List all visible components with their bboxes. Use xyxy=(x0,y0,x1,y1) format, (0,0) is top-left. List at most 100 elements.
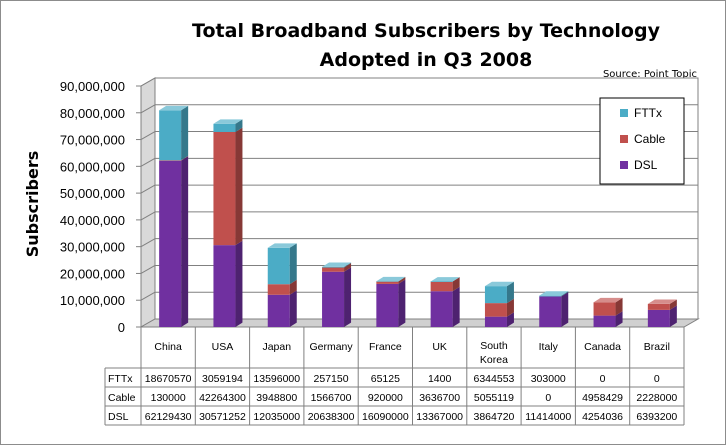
bar-dsl-japan xyxy=(267,290,297,327)
y-tick-label: 40,000,000 xyxy=(60,213,125,228)
table-cell: 16090000 xyxy=(362,411,409,423)
bar-side xyxy=(669,305,677,327)
bar-side xyxy=(344,267,352,327)
table-cell: 257150 xyxy=(314,373,349,385)
legend-label-fttx: FTTx xyxy=(634,106,662,120)
table-cell: 30571252 xyxy=(199,411,246,423)
bar-front xyxy=(267,247,290,285)
bar-fttx-japan xyxy=(267,243,297,285)
bar-fttx-italy xyxy=(539,291,569,297)
y-axis-label: Subscribers xyxy=(23,151,42,257)
table-cell: 13367000 xyxy=(416,411,463,423)
category-label: USA xyxy=(212,341,234,353)
table-cell: 6344553 xyxy=(474,373,515,385)
y-tick-label: 80,000,000 xyxy=(60,106,125,121)
legend-label-cable: Cable xyxy=(634,132,666,146)
chart-title-line-1: Total Broadband Subscribers by Technolog… xyxy=(192,20,661,42)
category-label: France xyxy=(369,341,402,353)
y-tick-label: 10,000,000 xyxy=(60,293,125,308)
bar-side xyxy=(452,286,460,327)
table-cell: 62129430 xyxy=(145,411,192,423)
table-row-label-cable: Cable xyxy=(108,392,136,404)
bar-side xyxy=(506,298,514,317)
y-tick-label: 70,000,000 xyxy=(60,133,125,148)
bar-front xyxy=(484,303,507,317)
bar-fttx-china xyxy=(159,105,189,161)
bar-front xyxy=(213,245,236,327)
category-label: South xyxy=(480,340,508,352)
bar-side xyxy=(235,127,243,246)
bar-side xyxy=(615,311,623,327)
bar-side xyxy=(289,290,297,327)
side-wall xyxy=(140,77,156,328)
table-row-label-dsl: DSL xyxy=(108,411,129,423)
bar-top-italy xyxy=(539,291,569,296)
bar-front xyxy=(322,266,345,268)
bar-side xyxy=(289,243,297,285)
bar-side xyxy=(398,277,406,284)
bar-side xyxy=(344,263,352,272)
table-cell: 3864720 xyxy=(474,411,515,423)
bar-side xyxy=(181,155,189,161)
chart-title-line-2: Adopted in Q3 2008 xyxy=(320,49,533,71)
bar-front xyxy=(484,286,507,304)
bar-dsl-italy xyxy=(539,292,569,327)
bar-front xyxy=(267,294,290,327)
bar-front xyxy=(213,123,236,132)
table-cell: 0 xyxy=(545,392,551,404)
bar-top-south-korea xyxy=(484,281,514,287)
bar-side xyxy=(398,276,406,282)
bar-dsl-usa xyxy=(213,240,243,327)
bar-fttx-usa xyxy=(213,119,243,132)
bar-side xyxy=(615,297,623,316)
category-label: Brazil xyxy=(644,341,670,353)
bar-top-uk xyxy=(430,277,460,282)
category-label: Italy xyxy=(539,341,559,353)
table-cell: 65125 xyxy=(371,373,400,385)
table-cell: 303000 xyxy=(531,373,566,385)
table-cell: 6393200 xyxy=(636,411,677,423)
category-label: China xyxy=(154,341,182,353)
gridline-side xyxy=(140,131,156,140)
bar-cable-japan xyxy=(267,279,297,295)
bar-cable-canada xyxy=(593,297,623,316)
bar-side xyxy=(289,279,297,295)
legend-label-dsl: DSL xyxy=(634,158,658,172)
bar-front xyxy=(322,267,345,272)
bar-front xyxy=(376,281,399,282)
category-label: UK xyxy=(432,341,447,353)
table-cell: 3636700 xyxy=(419,392,460,404)
category-label: Korea xyxy=(480,354,508,366)
table-cell: 4254036 xyxy=(582,411,623,423)
bar-fttx-france xyxy=(376,276,406,282)
bar-side xyxy=(344,262,352,268)
bar-cable-brazil xyxy=(647,299,677,310)
bar-cable-usa xyxy=(213,127,243,246)
gridline-side xyxy=(140,211,156,221)
table-cell: 11414000 xyxy=(525,411,571,423)
y-tick-label: 30,000,000 xyxy=(60,240,125,255)
bar-top-japan xyxy=(267,243,297,248)
bar-cable-france xyxy=(376,277,406,284)
bar-dsl-china xyxy=(159,156,189,327)
bar-front xyxy=(376,281,399,284)
bar-dsl-brazil xyxy=(647,305,677,327)
bar-top-usa xyxy=(213,119,243,124)
table-cell: 42264300 xyxy=(199,392,246,404)
bar-side xyxy=(452,277,460,282)
bar-dsl-canada xyxy=(593,311,623,327)
y-tick-label: 60,000,000 xyxy=(60,159,125,174)
bar-front xyxy=(430,291,453,327)
bar-dsl-germany xyxy=(322,267,352,327)
legend-swatch-cable xyxy=(620,135,628,143)
y-tick-label: 90,000,000 xyxy=(60,79,125,94)
bar-front xyxy=(430,281,453,282)
y-tick-label: 0 xyxy=(118,320,125,335)
bar-fttx-south-korea xyxy=(484,281,514,304)
bar-front xyxy=(213,131,236,246)
table-cell: 3059194 xyxy=(202,373,243,385)
bar-front xyxy=(647,309,670,327)
bar-front xyxy=(430,281,453,292)
legend-box xyxy=(599,97,685,185)
